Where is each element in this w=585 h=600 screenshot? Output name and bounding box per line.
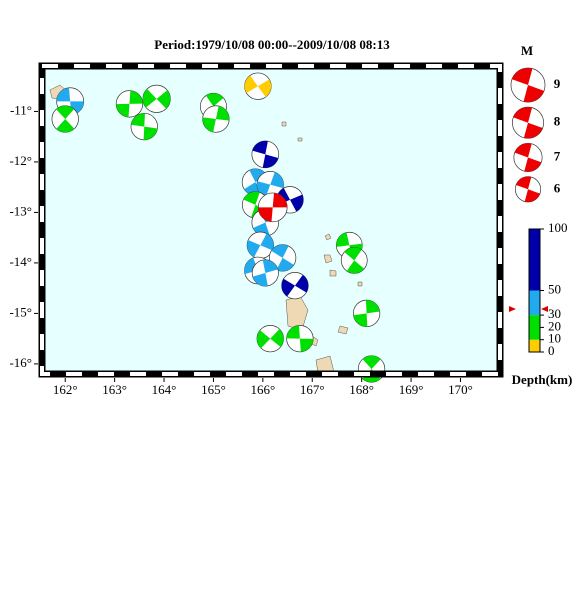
focal-mechanism	[202, 105, 230, 133]
focal-mechanism	[281, 272, 309, 300]
ball-quadrant	[256, 329, 284, 349]
focal-mechanism	[246, 231, 275, 259]
depth-tick-label: 30	[548, 306, 561, 321]
focal-mechanism	[130, 112, 158, 141]
focal-mechanism	[286, 325, 314, 353]
x-tick-label: 162°	[53, 382, 78, 397]
frame-checker	[40, 64, 502, 376]
y-tick-label: -16°	[9, 355, 32, 370]
depth-tick-label: 20	[548, 318, 561, 333]
focal-mechanism	[357, 355, 386, 383]
ball-quadrant	[281, 274, 309, 297]
focal-mechanism	[340, 247, 368, 274]
focal-mechanism	[142, 84, 171, 113]
ball-quadrant	[286, 325, 314, 352]
ball-quadrant	[116, 90, 143, 118]
ball-quadrant	[252, 259, 278, 287]
depth-tick-label: 0	[548, 343, 555, 358]
map-title: Period:1979/10/08 00:00--2009/10/08 08:1…	[154, 37, 390, 52]
depth-tick-label: 50	[548, 281, 561, 296]
magnitude-label: 7	[554, 148, 561, 163]
focal-mechanism	[244, 72, 272, 100]
ball-quadrant	[247, 233, 274, 257]
ball-quadrant	[516, 176, 540, 202]
focal-mechanism	[510, 67, 546, 103]
depth-band	[529, 229, 540, 291]
ball-quadrant	[511, 68, 545, 103]
focal-mechanism	[115, 90, 144, 118]
focal-mechanism	[268, 244, 297, 272]
x-tick-label: 169°	[399, 382, 424, 397]
focal-mechanism	[251, 140, 280, 169]
ball-quadrant	[256, 172, 284, 198]
x-tick-label: 170°	[448, 382, 473, 397]
x-tick-label: 163°	[102, 382, 127, 397]
ball-quadrant	[514, 143, 542, 172]
focal-mechanism	[257, 192, 288, 223]
focal-mechanism	[513, 142, 543, 172]
y-tick-label: -14°	[9, 254, 32, 269]
x-tick-label: 165°	[201, 382, 226, 397]
ball-quadrant	[56, 105, 75, 133]
x-tick-label: 168°	[349, 382, 374, 397]
magnitude-label: 6	[554, 180, 561, 195]
magnitude-label: 8	[554, 114, 561, 129]
ball-quadrant	[56, 87, 84, 115]
depth-band	[529, 315, 540, 340]
x-tick-label: 167°	[300, 382, 325, 397]
events	[51, 72, 386, 383]
y-tick-label: -15°	[9, 304, 32, 319]
ball-quadrant	[202, 106, 230, 133]
y-tick-label: -12°	[9, 153, 32, 168]
y-tick-label: -13°	[9, 203, 32, 218]
ball-quadrant	[252, 140, 279, 168]
x-tick-label: 164°	[152, 382, 177, 397]
ball-quadrant	[353, 300, 380, 327]
focal-mechanism	[512, 106, 544, 139]
depth-band	[529, 290, 540, 316]
x-tick-label: 166°	[250, 382, 275, 397]
focal-mechanism	[514, 176, 542, 203]
magnitude-label: 9	[554, 76, 561, 91]
ball-quadrant	[513, 107, 543, 139]
ball-quadrant	[142, 88, 171, 109]
ball-quadrant	[131, 113, 158, 140]
magnitude-title: M	[521, 43, 533, 58]
focal-mechanism	[51, 105, 79, 133]
depth-band	[529, 339, 540, 352]
focal-mechanism	[256, 325, 284, 353]
depth-tick-label: 100	[548, 220, 568, 235]
depth-label: Depth(km)	[512, 372, 573, 387]
y-tick-label: -11°	[10, 102, 32, 117]
ball-quadrant	[258, 192, 288, 222]
focal-mechanism	[251, 259, 279, 287]
ball-quadrant	[271, 244, 294, 272]
ball-quadrant	[276, 188, 304, 212]
ball-quadrant	[344, 247, 365, 274]
focal-mechanism	[352, 299, 381, 328]
ball-quadrant	[244, 75, 272, 97]
focal-mechanism	[256, 171, 284, 199]
depth-tick-label: 10	[548, 331, 561, 346]
